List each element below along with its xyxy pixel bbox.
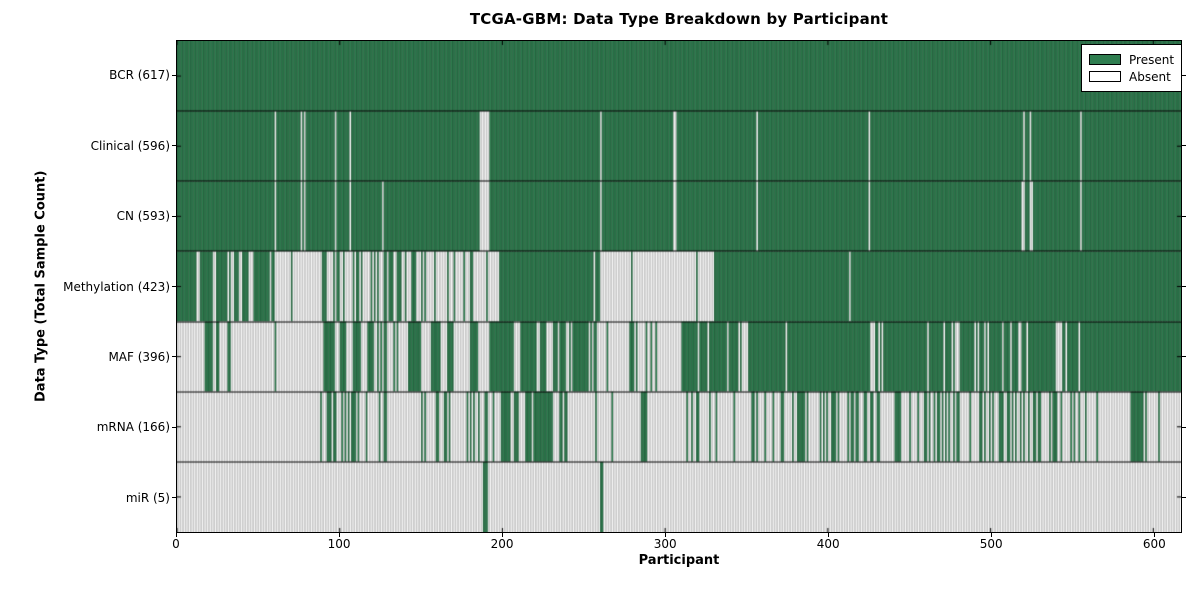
x-tick-mark	[501, 533, 503, 537]
row-label-CN: CN (593)	[116, 209, 170, 224]
x-tick-mark	[827, 533, 829, 537]
presence-matrix-canvas	[177, 41, 1181, 532]
y-tick-mark	[1182, 356, 1186, 358]
y-tick-mark	[1182, 497, 1186, 499]
legend-label-absent: Absent	[1129, 69, 1171, 84]
x-tick-label: 200	[490, 537, 514, 551]
x-tick-label: 100	[327, 537, 351, 551]
y-tick-mark	[172, 426, 176, 428]
x-tick-label: 300	[653, 537, 677, 551]
row-label-mRNA: mRNA (166)	[96, 420, 170, 435]
row-label-BCR: BCR (617)	[109, 68, 170, 83]
legend-label-present: Present	[1129, 52, 1175, 67]
y-tick-mark	[172, 497, 176, 499]
y-tick-mark	[172, 356, 176, 358]
legend: Present Absent	[1081, 44, 1182, 92]
y-tick-mark	[172, 286, 176, 287]
x-tick-mark	[664, 533, 666, 537]
y-tick-mark	[1182, 145, 1186, 147]
plot-area	[176, 40, 1182, 533]
row-label-MAF: MAF (396)	[108, 349, 170, 364]
y-tick-mark	[172, 145, 176, 147]
x-tick-label: 0	[172, 537, 180, 551]
x-tick-label: 600	[1142, 537, 1166, 551]
x-tick-mark	[338, 533, 340, 537]
x-tick-mark	[990, 533, 992, 537]
legend-entry-absent: Absent	[1089, 68, 1174, 85]
y-tick-mark	[1182, 215, 1186, 217]
row-label-miR: miR (5)	[125, 490, 170, 505]
y-tick-mark	[172, 215, 176, 217]
x-axis-label: Participant	[638, 553, 720, 568]
x-tick-label: 400	[816, 537, 840, 551]
row-label-Methylation: Methylation (423)	[63, 279, 170, 294]
x-tick-mark	[1153, 533, 1155, 537]
present-swatch-icon	[1089, 54, 1121, 65]
y-tick-mark	[1182, 286, 1186, 287]
y-tick-mark	[172, 74, 176, 76]
row-label-Clinical: Clinical (596)	[90, 138, 170, 153]
legend-entry-present: Present	[1089, 51, 1174, 68]
y-tick-mark	[1182, 74, 1186, 76]
x-tick-label: 500	[979, 537, 1003, 551]
chart-title: TCGA-GBM: Data Type Breakdown by Partici…	[469, 10, 889, 28]
absent-swatch-icon	[1089, 71, 1121, 82]
y-tick-mark	[1182, 426, 1186, 428]
x-tick-mark	[175, 533, 177, 537]
